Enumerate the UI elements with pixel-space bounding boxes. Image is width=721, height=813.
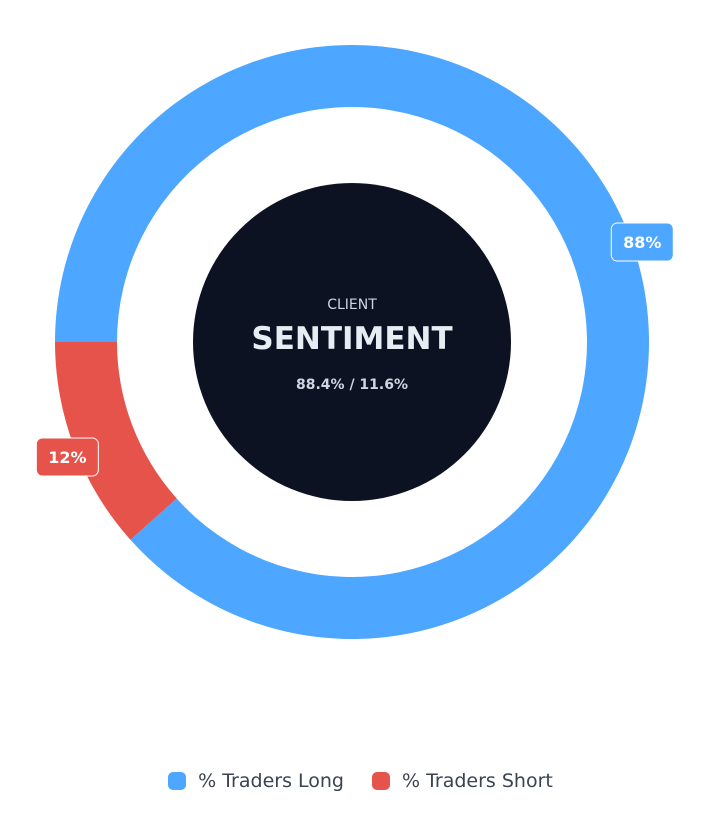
center-disc bbox=[193, 183, 511, 501]
data-labels: 88% 12% bbox=[35, 222, 674, 477]
legend-label-short: % Traders Short bbox=[401, 770, 553, 792]
donut-slices bbox=[55, 45, 649, 640]
legend: % Traders Long % Traders Short bbox=[0, 770, 721, 792]
data-label-long-text: 88% bbox=[623, 233, 661, 252]
donut-chart: CLIENT SENTIMENT 88.4% / 11.6% 88% 12% bbox=[35, 45, 674, 640]
legend-swatch-long bbox=[168, 772, 187, 790]
legend-item-long[interactable]: % Traders Long bbox=[168, 770, 344, 792]
legend-label-long: % Traders Long bbox=[198, 770, 344, 792]
center-subtitle: 88.4% / 11.6% bbox=[296, 377, 408, 393]
legend-swatch-short bbox=[371, 772, 390, 790]
legend-item-short[interactable]: % Traders Short bbox=[371, 770, 553, 792]
data-label-short: 12% bbox=[35, 437, 99, 477]
center-kicker: CLIENT bbox=[327, 297, 377, 313]
slice-traders-short[interactable] bbox=[55, 342, 177, 540]
center-title: SENTIMENT bbox=[251, 321, 452, 357]
data-label-long: 88% bbox=[610, 222, 674, 262]
data-label-short-text: 12% bbox=[48, 448, 86, 467]
